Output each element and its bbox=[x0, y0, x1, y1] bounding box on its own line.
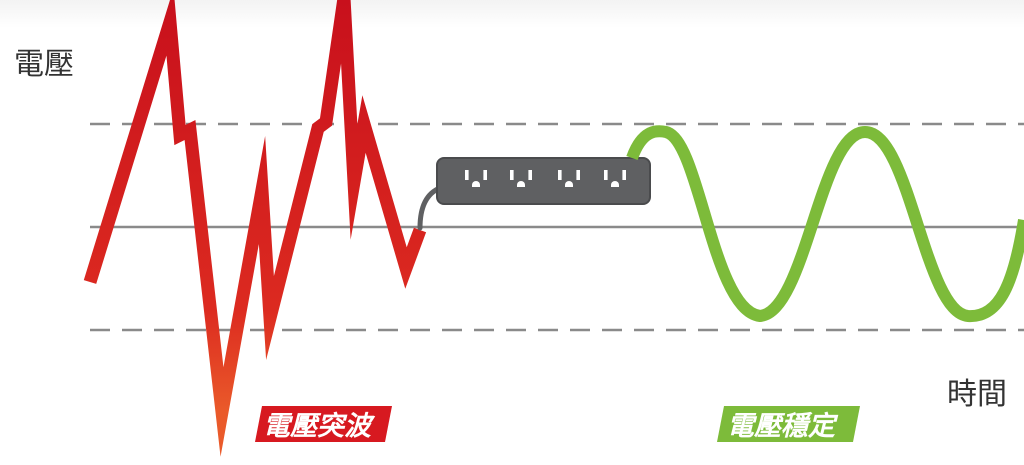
stable-label: 電壓穩定 bbox=[727, 411, 839, 442]
power-strip-icon bbox=[436, 157, 651, 205]
x-axis-label: 時間 bbox=[947, 377, 1007, 412]
stable-waveform bbox=[626, 125, 1024, 323]
stable-label-tag: 電壓穩定 bbox=[717, 406, 860, 442]
outlet-icon bbox=[465, 170, 487, 187]
surge-waveform bbox=[83, 0, 427, 457]
surge-label: 電壓突波 bbox=[263, 411, 376, 442]
outlet-icon bbox=[604, 170, 626, 187]
y-axis-label: 電壓 bbox=[14, 47, 74, 82]
surge-label-tag: 電壓突波 bbox=[255, 406, 392, 442]
outlet-icon bbox=[510, 170, 532, 187]
outlet-icon bbox=[558, 170, 580, 187]
